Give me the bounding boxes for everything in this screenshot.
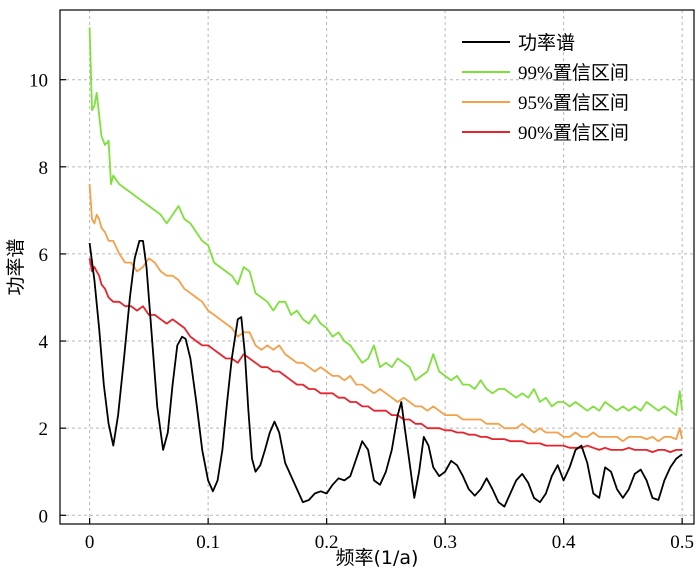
- x-tick-label: 0: [85, 532, 95, 553]
- x-axis-title: 频率(1/a): [336, 547, 419, 569]
- y-tick-label: 6: [39, 245, 49, 266]
- plot-frame: [59, 9, 695, 525]
- legend-label: 99%置信区间: [518, 62, 629, 84]
- series-lines: [88, 27, 683, 508]
- legend-label: 功率谱: [518, 32, 575, 54]
- series-line-3: [88, 258, 683, 454]
- x-tick-label: 0.4: [552, 532, 576, 553]
- y-tick-label: 10: [29, 71, 48, 92]
- legend-label: 95%置信区间: [518, 92, 629, 114]
- series-line-0: [88, 239, 683, 508]
- legend-label: 90%置信区间: [518, 122, 629, 144]
- x-tick-label: 0.1: [196, 532, 220, 553]
- axis-ticks: 0 0.1 0.2 0.3 0.4 0.5 0 2 4 6 8 10: [29, 71, 694, 553]
- y-tick-label: 0: [39, 506, 49, 527]
- y-tick-label: 4: [39, 332, 49, 353]
- x-tick-label: 0.5: [670, 532, 694, 553]
- x-tick-label: 0.2: [315, 532, 339, 553]
- y-axis-title: 功率谱: [5, 238, 27, 295]
- y-tick-label: 2: [39, 419, 49, 440]
- grid: [60, 10, 694, 524]
- y-tick-label: 8: [39, 158, 49, 179]
- x-tick-label: 0.3: [433, 532, 457, 553]
- series-line-1: [88, 27, 683, 417]
- legend: 功率谱 99%置信区间 95%置信区间 90%置信区间: [462, 32, 629, 144]
- series-line-2: [88, 184, 683, 443]
